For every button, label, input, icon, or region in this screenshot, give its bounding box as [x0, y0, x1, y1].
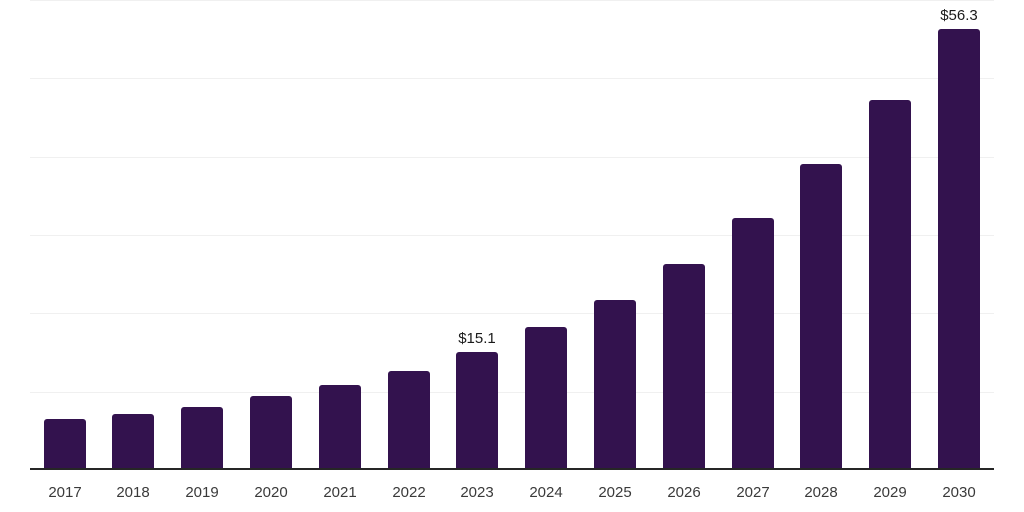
- x-tick-2018: 2018: [116, 484, 150, 501]
- bar-2023: [456, 352, 498, 470]
- bar-value-label-2030: $56.3: [940, 7, 978, 24]
- bar-2017: [44, 419, 86, 470]
- gridline: [30, 78, 994, 79]
- x-axis-line: [30, 468, 994, 470]
- x-tick-2028: 2028: [804, 484, 838, 501]
- bar-2029: [869, 100, 911, 470]
- x-tick-2027: 2027: [736, 484, 770, 501]
- bar-2022: [388, 371, 430, 470]
- x-tick-2022: 2022: [392, 484, 426, 501]
- x-tick-2024: 2024: [529, 484, 563, 501]
- gridline: [30, 313, 994, 314]
- gridline: [30, 235, 994, 236]
- x-tick-2017: 2017: [48, 484, 82, 501]
- bar-2020: [250, 396, 292, 470]
- bar-2026: [663, 264, 705, 470]
- gridline: [30, 392, 994, 393]
- bar-value-label-2023: $15.1: [458, 330, 496, 347]
- x-tick-2025: 2025: [598, 484, 632, 501]
- bar-2018: [112, 414, 154, 470]
- bar-2028: [800, 164, 842, 470]
- x-tick-2029: 2029: [873, 484, 907, 501]
- gridline: [30, 0, 994, 1]
- bar-2024: [525, 327, 567, 470]
- bar-2025: [594, 300, 636, 470]
- x-tick-2021: 2021: [323, 484, 357, 501]
- x-tick-2030: 2030: [942, 484, 976, 501]
- bar-2019: [181, 407, 223, 470]
- bar-2030: [938, 29, 980, 470]
- x-tick-2026: 2026: [667, 484, 701, 501]
- x-tick-2020: 2020: [254, 484, 288, 501]
- bar-2021: [319, 385, 361, 470]
- bar-2027: [732, 218, 774, 470]
- x-tick-2019: 2019: [185, 484, 219, 501]
- gridline: [30, 157, 994, 158]
- x-tick-2023: 2023: [460, 484, 494, 501]
